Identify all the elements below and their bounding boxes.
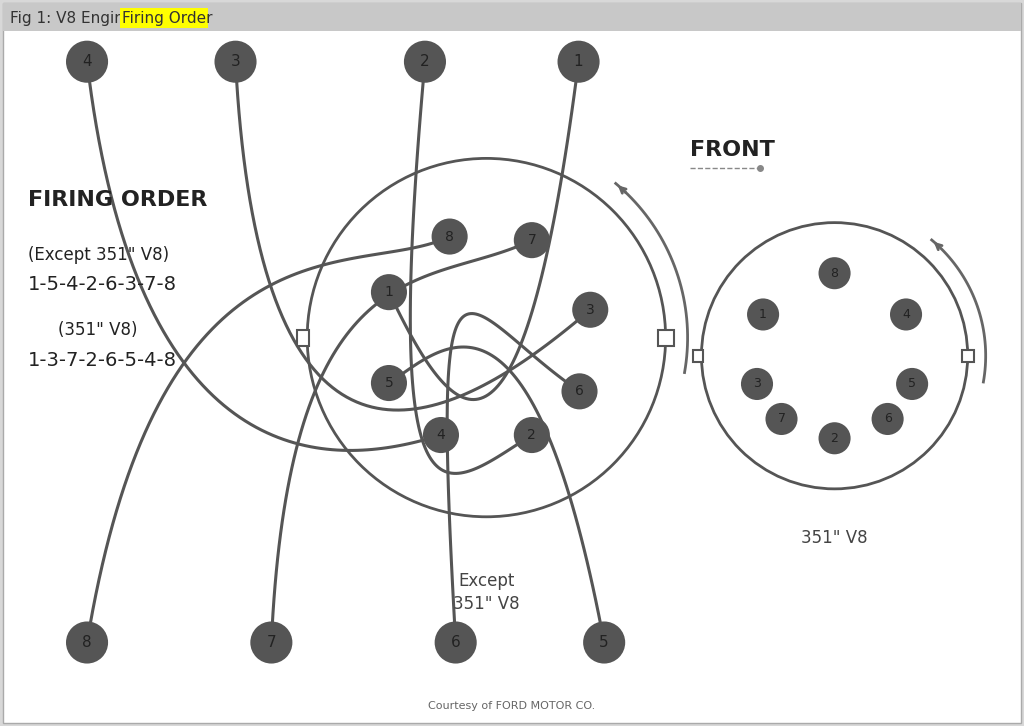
Text: 6: 6: [451, 635, 461, 650]
Text: 8: 8: [830, 266, 839, 280]
Text: FIRING ORDER: FIRING ORDER: [28, 190, 208, 210]
Circle shape: [897, 369, 927, 399]
Text: 3: 3: [586, 303, 595, 317]
Circle shape: [515, 418, 549, 452]
Text: Firing Order: Firing Order: [122, 10, 212, 25]
Text: 1: 1: [573, 54, 584, 69]
Text: 6: 6: [575, 384, 584, 399]
Text: 4: 4: [82, 54, 92, 69]
Text: (351" V8): (351" V8): [58, 321, 137, 339]
Text: 8: 8: [82, 635, 92, 650]
Text: Courtesy of FORD MOTOR CO.: Courtesy of FORD MOTOR CO.: [428, 701, 596, 711]
Circle shape: [67, 41, 108, 82]
Text: 1-5-4-2-6-3-7-8: 1-5-4-2-6-3-7-8: [28, 275, 177, 295]
Text: 8: 8: [445, 229, 454, 243]
Text: 7: 7: [777, 412, 785, 425]
Text: 2: 2: [830, 432, 839, 445]
Circle shape: [819, 258, 850, 288]
Bar: [657, 330, 674, 346]
Circle shape: [515, 223, 549, 257]
Text: 3: 3: [753, 378, 761, 391]
Circle shape: [251, 622, 292, 663]
Circle shape: [891, 299, 921, 330]
Circle shape: [404, 41, 445, 82]
Circle shape: [584, 622, 625, 663]
Circle shape: [749, 299, 778, 330]
Text: 1: 1: [385, 285, 393, 299]
Circle shape: [67, 622, 108, 663]
Circle shape: [573, 293, 607, 327]
Circle shape: [742, 369, 772, 399]
Text: 5: 5: [385, 376, 393, 390]
Text: 2: 2: [527, 428, 537, 442]
Circle shape: [872, 404, 902, 434]
Circle shape: [372, 275, 406, 309]
Text: 351" V8: 351" V8: [801, 529, 868, 547]
Circle shape: [819, 423, 850, 453]
Circle shape: [215, 41, 256, 82]
Bar: [962, 350, 974, 362]
Text: FRONT: FRONT: [690, 140, 775, 160]
Circle shape: [372, 366, 406, 400]
Text: 7: 7: [266, 635, 276, 650]
Text: 5: 5: [599, 635, 609, 650]
Text: 7: 7: [527, 233, 537, 247]
Text: 6: 6: [884, 412, 892, 425]
Circle shape: [424, 418, 458, 452]
Text: Except
351" V8: Except 351" V8: [453, 572, 520, 613]
Circle shape: [432, 219, 467, 253]
Circle shape: [562, 375, 597, 408]
Bar: [3, 3, 1021, 31]
Text: Fig 1: V8 Engines: Fig 1: V8 Engines: [10, 10, 146, 25]
Text: 2: 2: [420, 54, 430, 69]
Text: 4: 4: [902, 308, 910, 321]
Bar: [693, 350, 703, 362]
Text: 4: 4: [436, 428, 445, 442]
Circle shape: [435, 622, 476, 663]
Circle shape: [558, 41, 599, 82]
FancyBboxPatch shape: [120, 8, 208, 28]
Bar: [297, 330, 309, 346]
Text: 5: 5: [908, 378, 916, 391]
Text: 1: 1: [759, 308, 767, 321]
Text: 1-3-7-2-6-5-4-8: 1-3-7-2-6-5-4-8: [28, 351, 177, 370]
Text: 3: 3: [230, 54, 241, 69]
Circle shape: [767, 404, 797, 434]
Text: (Except 351" V8): (Except 351" V8): [28, 246, 169, 264]
